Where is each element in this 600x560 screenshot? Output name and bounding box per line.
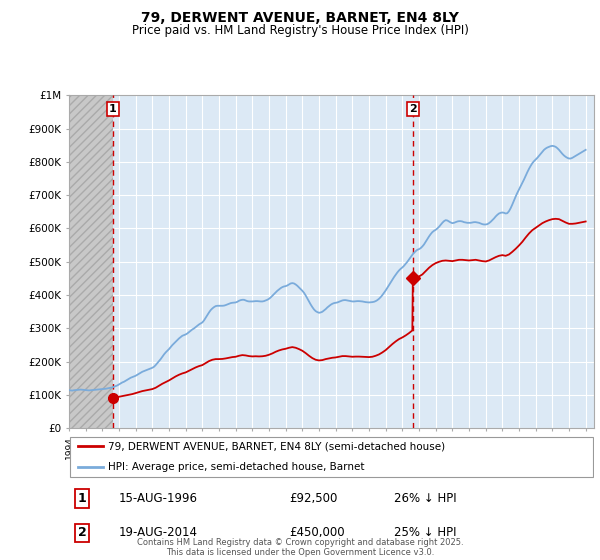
Text: HPI: Average price, semi-detached house, Barnet: HPI: Average price, semi-detached house,… (109, 463, 365, 473)
Text: Price paid vs. HM Land Registry's House Price Index (HPI): Price paid vs. HM Land Registry's House … (131, 24, 469, 36)
Text: £450,000: £450,000 (290, 526, 345, 539)
Bar (69, 95, 113, 428)
FancyBboxPatch shape (70, 437, 593, 477)
Text: 79, DERWENT AVENUE, BARNET, EN4 8LY (semi-detached house): 79, DERWENT AVENUE, BARNET, EN4 8LY (sem… (109, 441, 445, 451)
Text: 1: 1 (109, 104, 116, 114)
Text: 15-AUG-1996: 15-AUG-1996 (119, 492, 198, 505)
Text: 79, DERWENT AVENUE, BARNET, EN4 8LY: 79, DERWENT AVENUE, BARNET, EN4 8LY (141, 11, 459, 25)
Text: 19-AUG-2014: 19-AUG-2014 (119, 526, 198, 539)
Text: 26% ↓ HPI: 26% ↓ HPI (395, 492, 457, 505)
Text: 1: 1 (78, 492, 86, 505)
Text: Contains HM Land Registry data © Crown copyright and database right 2025.
This d: Contains HM Land Registry data © Crown c… (137, 538, 463, 557)
Text: 25% ↓ HPI: 25% ↓ HPI (395, 526, 457, 539)
Text: 2: 2 (78, 526, 86, 539)
Text: 2: 2 (409, 104, 417, 114)
Text: £92,500: £92,500 (290, 492, 338, 505)
